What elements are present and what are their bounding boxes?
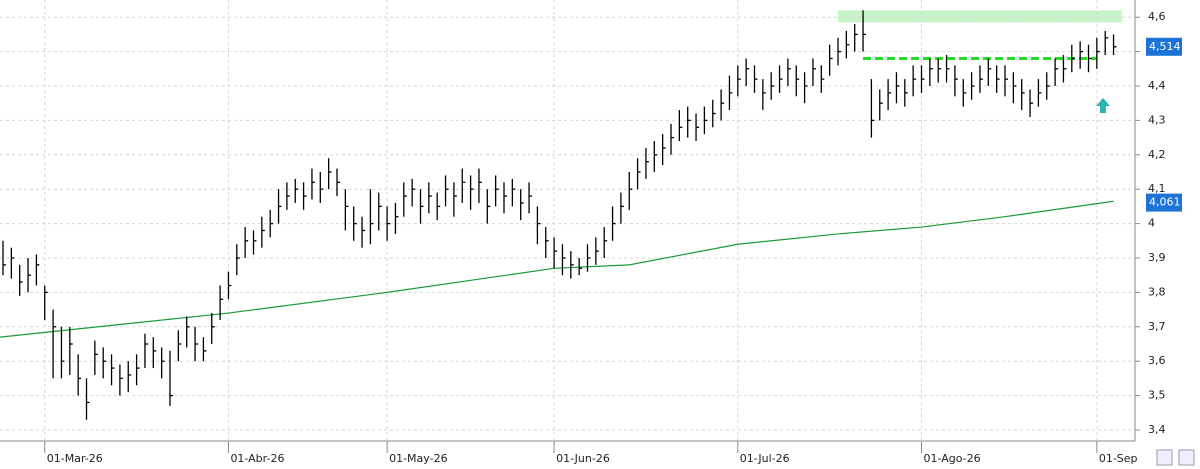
x-tick-label: 01-Ago-26	[924, 452, 981, 465]
y-tick-label: 3,6	[1148, 354, 1166, 367]
y-tick-label: 3,5	[1148, 389, 1166, 402]
y-tick-label: 4,6	[1148, 10, 1166, 23]
y-tick-label: 4,3	[1148, 113, 1166, 126]
price-marker	[1146, 193, 1182, 212]
x-tick-label: 01-Jul-26	[740, 452, 790, 465]
y-tick-label: 3,9	[1148, 251, 1166, 264]
x-tick-label: 01-Mar-26	[47, 452, 103, 465]
price-marker-label: 4,514	[1149, 40, 1181, 53]
x-tick-label: 01-May-26	[389, 452, 447, 465]
y-tick-label: 4,2	[1148, 148, 1166, 161]
y-tick-label: 3,4	[1148, 423, 1166, 436]
y-tick-label: 3,8	[1148, 285, 1166, 298]
price-marker-label: 4,061	[1149, 196, 1181, 209]
price-marker	[1146, 37, 1182, 56]
scroll-button[interactable]	[1156, 449, 1173, 466]
y-tick-label: 3,7	[1148, 320, 1166, 333]
y-tick-label: 4	[1148, 217, 1155, 230]
save-button[interactable]	[1178, 449, 1195, 466]
target-zone	[838, 10, 1122, 23]
x-tick-label: 01-Sep	[1099, 452, 1138, 465]
up-arrow	[1096, 98, 1110, 113]
y-tick-label: 4,1	[1148, 182, 1166, 195]
x-tick-label: 01-Abr-26	[230, 452, 284, 465]
moving-average	[0, 200, 1114, 338]
y-tick-label: 4,4	[1148, 79, 1166, 92]
x-tick-label: 01-Jun-26	[556, 452, 610, 465]
